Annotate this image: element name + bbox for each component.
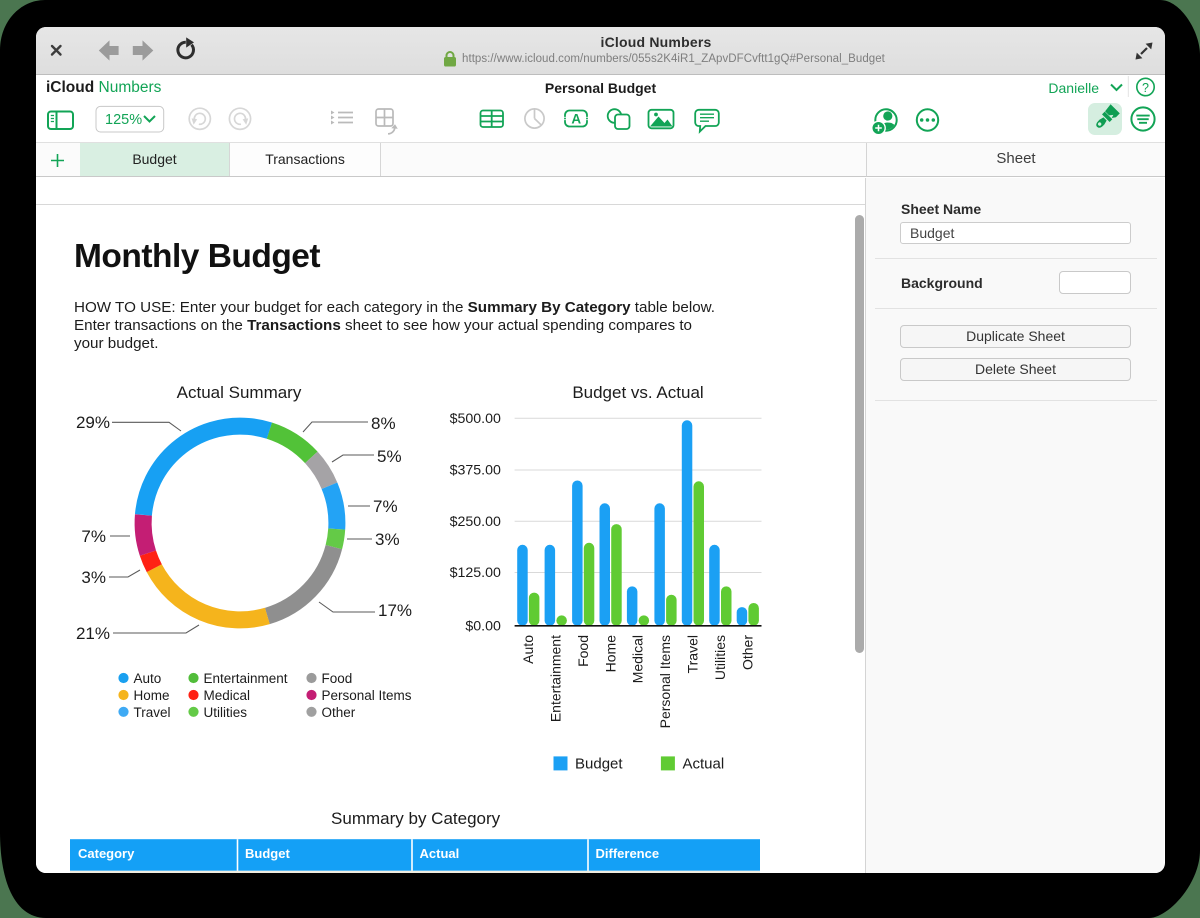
svg-text:Other: Other	[739, 635, 755, 670]
svg-text:5%: 5%	[377, 447, 402, 466]
svg-text:Summary by Category: Summary by Category	[331, 809, 501, 828]
svg-text:29%: 29%	[76, 413, 110, 432]
svg-text:Medical: Medical	[630, 635, 646, 683]
svg-text:Food: Food	[322, 671, 353, 686]
svg-text:$250.00: $250.00	[450, 514, 501, 530]
svg-text:Food: Food	[575, 635, 591, 667]
svg-text:3%: 3%	[81, 568, 106, 587]
svg-text:Travel: Travel	[134, 705, 171, 720]
svg-text:Medical: Medical	[204, 688, 251, 703]
svg-text:Actual Summary: Actual Summary	[177, 383, 302, 402]
svg-text:Home: Home	[134, 688, 170, 703]
svg-text:Actual: Actual	[683, 756, 725, 773]
svg-text:21%: 21%	[76, 624, 110, 643]
svg-text:?: ?	[1142, 81, 1149, 95]
svg-text:Other: Other	[322, 705, 356, 720]
svg-text:Personal Items: Personal Items	[322, 688, 412, 703]
svg-text:Monthly Budget: Monthly Budget	[74, 238, 320, 275]
svg-text:A: A	[571, 112, 581, 127]
svg-text:Difference: Difference	[596, 846, 660, 861]
svg-text:3%: 3%	[375, 530, 400, 549]
svg-text:Budget: Budget	[575, 756, 623, 773]
svg-text:Entertainment: Entertainment	[548, 635, 564, 722]
svg-text:HOW TO USE: Enter your budget: HOW TO USE: Enter your budget for each c…	[74, 299, 715, 316]
svg-text:Category: Category	[78, 846, 135, 861]
svg-text:Utilities: Utilities	[204, 705, 248, 720]
svg-text:Auto: Auto	[520, 635, 536, 664]
svg-text:$500.00: $500.00	[450, 411, 501, 427]
svg-text:Budget: Budget	[245, 846, 290, 861]
svg-text:$375.00: $375.00	[450, 463, 501, 479]
svg-text:Utilities: Utilities	[712, 635, 728, 680]
svg-text:your budget.: your budget.	[74, 335, 158, 352]
svg-text:8%: 8%	[371, 414, 396, 433]
svg-text:17%: 17%	[378, 601, 412, 620]
svg-text:Budget vs. Actual: Budget vs. Actual	[572, 383, 703, 402]
svg-text:$125.00: $125.00	[450, 565, 501, 581]
svg-text:$0.00: $0.00	[465, 619, 501, 635]
svg-text:Travel: Travel	[685, 635, 701, 673]
svg-text:Home: Home	[602, 635, 618, 673]
svg-text:Actual: Actual	[420, 846, 460, 861]
svg-text:Auto: Auto	[134, 671, 162, 686]
svg-text:125%: 125%	[105, 112, 142, 128]
svg-text:7%: 7%	[81, 527, 106, 546]
svg-text:7%: 7%	[373, 497, 398, 516]
svg-text:Personal Items: Personal Items	[657, 635, 673, 728]
svg-text:Enter transactions on the Tran: Enter transactions on the Transactions s…	[74, 317, 692, 334]
svg-text:Entertainment: Entertainment	[204, 671, 288, 686]
